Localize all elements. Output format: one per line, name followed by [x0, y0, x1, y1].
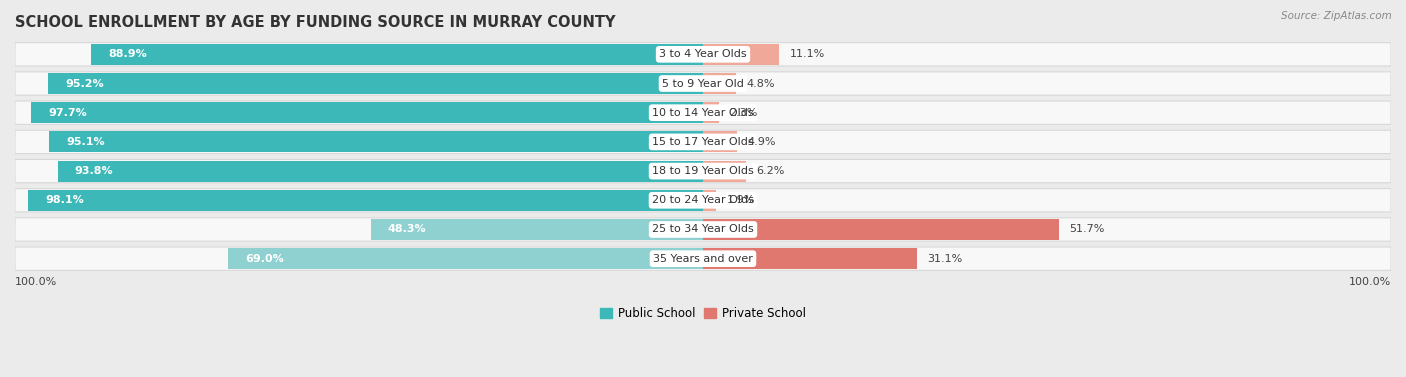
- Text: 11.1%: 11.1%: [790, 49, 825, 59]
- Text: 88.9%: 88.9%: [108, 49, 148, 59]
- Bar: [703, 73, 735, 94]
- Text: 100.0%: 100.0%: [1348, 277, 1391, 287]
- Legend: Public School, Private School: Public School, Private School: [595, 303, 811, 325]
- Bar: [703, 131, 737, 152]
- Text: Source: ZipAtlas.com: Source: ZipAtlas.com: [1281, 11, 1392, 21]
- Text: 18 to 19 Year Olds: 18 to 19 Year Olds: [652, 166, 754, 176]
- Text: 20 to 24 Year Olds: 20 to 24 Year Olds: [652, 195, 754, 205]
- Bar: [48, 73, 703, 94]
- FancyBboxPatch shape: [15, 159, 1391, 183]
- Bar: [703, 102, 718, 123]
- Bar: [703, 219, 1059, 240]
- Text: 10 to 14 Year Olds: 10 to 14 Year Olds: [652, 108, 754, 118]
- Text: 3 to 4 Year Olds: 3 to 4 Year Olds: [659, 49, 747, 59]
- Text: 6.2%: 6.2%: [756, 166, 785, 176]
- Bar: [228, 248, 703, 269]
- FancyBboxPatch shape: [15, 72, 1391, 95]
- Bar: [703, 248, 917, 269]
- Text: 48.3%: 48.3%: [388, 224, 426, 234]
- FancyBboxPatch shape: [15, 247, 1391, 270]
- Text: 69.0%: 69.0%: [246, 254, 284, 264]
- Text: 100.0%: 100.0%: [15, 277, 58, 287]
- Bar: [703, 44, 779, 65]
- Text: 4.8%: 4.8%: [747, 78, 775, 89]
- Text: 1.9%: 1.9%: [727, 195, 755, 205]
- Text: 15 to 17 Year Olds: 15 to 17 Year Olds: [652, 137, 754, 147]
- Bar: [49, 131, 703, 152]
- Bar: [91, 44, 703, 65]
- Bar: [703, 190, 716, 211]
- Text: 98.1%: 98.1%: [45, 195, 84, 205]
- Text: 2.3%: 2.3%: [730, 108, 758, 118]
- Bar: [703, 161, 745, 182]
- Text: 5 to 9 Year Old: 5 to 9 Year Old: [662, 78, 744, 89]
- Text: 31.1%: 31.1%: [928, 254, 963, 264]
- Text: 35 Years and over: 35 Years and over: [652, 254, 754, 264]
- FancyBboxPatch shape: [15, 130, 1391, 153]
- Text: SCHOOL ENROLLMENT BY AGE BY FUNDING SOURCE IN MURRAY COUNTY: SCHOOL ENROLLMENT BY AGE BY FUNDING SOUR…: [15, 15, 616, 30]
- Text: 51.7%: 51.7%: [1069, 224, 1104, 234]
- Text: 93.8%: 93.8%: [75, 166, 114, 176]
- Text: 97.7%: 97.7%: [48, 108, 87, 118]
- FancyBboxPatch shape: [15, 188, 1391, 212]
- FancyBboxPatch shape: [15, 218, 1391, 241]
- Text: 25 to 34 Year Olds: 25 to 34 Year Olds: [652, 224, 754, 234]
- Bar: [31, 102, 703, 123]
- FancyBboxPatch shape: [15, 101, 1391, 124]
- Bar: [58, 161, 703, 182]
- Bar: [371, 219, 703, 240]
- FancyBboxPatch shape: [15, 43, 1391, 66]
- Bar: [28, 190, 703, 211]
- Text: 4.9%: 4.9%: [747, 137, 776, 147]
- Text: 95.1%: 95.1%: [66, 137, 104, 147]
- Text: 95.2%: 95.2%: [65, 78, 104, 89]
